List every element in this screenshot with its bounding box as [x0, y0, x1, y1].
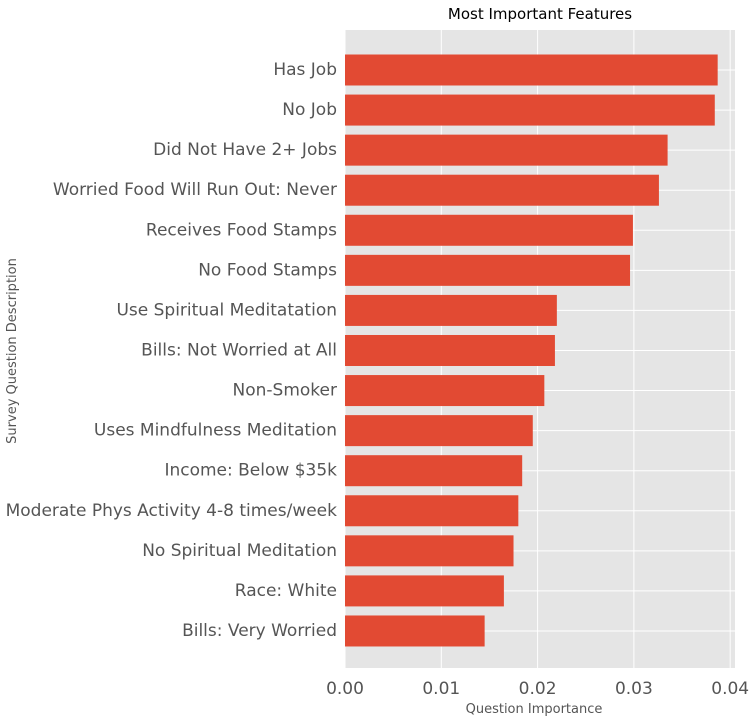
category-label-13: Race: White: [235, 581, 337, 601]
bar-12: [345, 535, 514, 567]
category-label-8: Non-Smoker: [233, 381, 337, 401]
bar-7: [345, 334, 555, 366]
category-label-1: No Job: [282, 100, 337, 120]
category-label-11: Moderate Phys Activity 4-8 times/week: [6, 501, 338, 521]
bar-6: [345, 294, 557, 326]
category-label-14: Bills: Very Worried: [182, 621, 337, 641]
category-label-10: Income: Below $35k: [164, 461, 337, 481]
category-label-6: Use Spiritual Meditatation: [116, 300, 337, 320]
y-axis-label: Survey Question Description: [5, 258, 20, 444]
bar-0: [345, 54, 718, 86]
category-label-2: Did Not Have 2+ Jobs: [153, 140, 337, 160]
bar-14: [345, 615, 485, 647]
category-label-3: Worried Food Will Run Out: Never: [53, 180, 337, 200]
x-tick-labels: 0.00 0.01 0.02 0.03 0.04: [326, 679, 749, 699]
bar-11: [345, 495, 519, 527]
bar-5: [345, 254, 631, 286]
category-labels: Has Job No Job Did Not Have 2+ Jobs Worried…: [6, 60, 338, 641]
bar-2: [345, 134, 668, 166]
chart-title: Most Important Features: [448, 5, 632, 23]
bars: [345, 54, 718, 647]
bar-9: [345, 415, 533, 447]
bar-8: [345, 375, 545, 407]
category-label-12: No Spiritual Meditation: [142, 541, 337, 561]
x-tick-label-0: 0.00: [326, 679, 364, 699]
category-label-0: Has Job: [273, 60, 337, 80]
x-tick-label-4: 0.04: [711, 679, 749, 699]
category-label-5: No Food Stamps: [198, 260, 337, 280]
x-tick-label-3: 0.03: [615, 679, 653, 699]
bar-1: [345, 94, 715, 126]
x-tick-label-2: 0.02: [519, 679, 557, 699]
bar-13: [345, 575, 504, 607]
category-label-7: Bills: Not Worried at All: [141, 340, 337, 360]
x-tick-label-1: 0.01: [422, 679, 460, 699]
category-label-4: Receives Food Stamps: [146, 220, 337, 240]
bar-3: [345, 174, 659, 206]
bar-4: [345, 214, 633, 246]
category-label-9: Uses Mindfulness Meditation: [94, 421, 337, 441]
bar-10: [345, 455, 523, 487]
x-axis-label: Question Importance: [466, 702, 603, 717]
